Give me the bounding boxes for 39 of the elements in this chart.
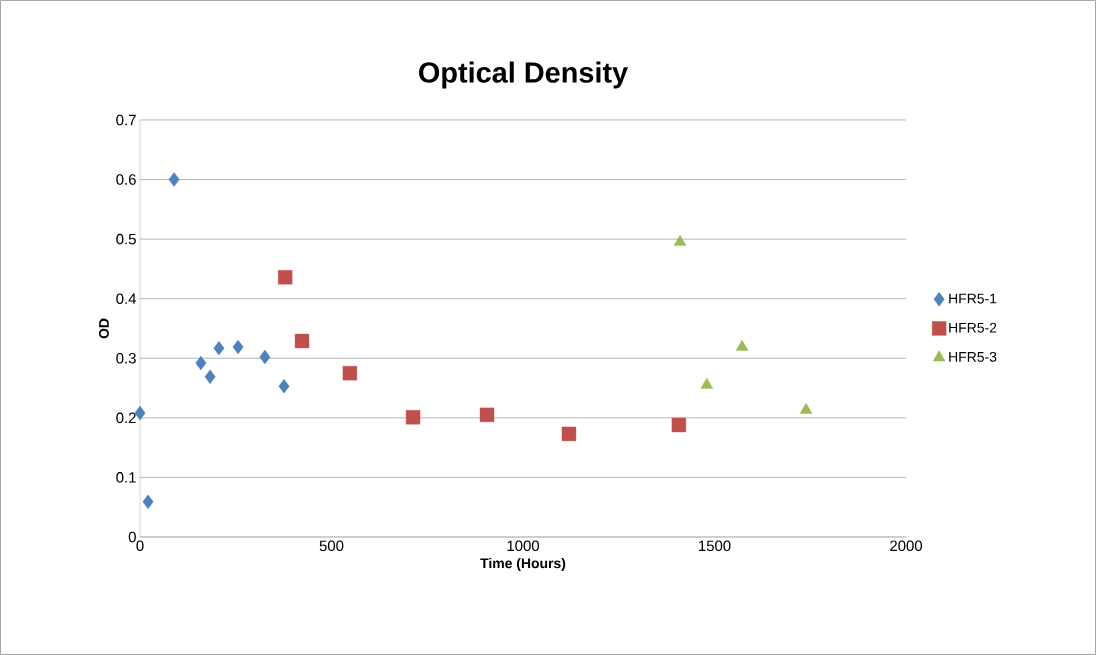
x-tick-label: 2000 <box>890 540 923 552</box>
y-tick-label: 0.6 <box>116 174 136 185</box>
point <box>479 407 495 423</box>
legend-label: HFR5-2 <box>949 322 997 333</box>
point <box>342 365 358 381</box>
legend-label: HFR5-1 <box>949 293 997 304</box>
x-axis-title: Time (Hours) <box>480 557 566 571</box>
point <box>405 410 421 425</box>
y-tick-label: 0.4 <box>116 293 137 304</box>
point <box>213 340 225 356</box>
point <box>294 333 310 349</box>
point <box>168 172 180 187</box>
point <box>673 234 687 246</box>
point <box>204 369 216 384</box>
chart-title: Optical Density <box>419 61 628 89</box>
point <box>700 377 714 389</box>
y-tick-label: 0.5 <box>116 233 136 245</box>
point <box>134 405 146 421</box>
x-tick-label: 500 <box>319 540 344 552</box>
x-tick-label: 1500 <box>699 540 731 552</box>
y-tick-label: 0.3 <box>116 352 136 364</box>
x-tick-label: 0 <box>136 540 144 552</box>
legend-label: HFR5-3 <box>949 351 997 362</box>
point <box>671 417 687 433</box>
y-tick-label: 0.7 <box>116 114 136 126</box>
y-tick-label: 0.2 <box>116 412 136 424</box>
point <box>232 339 244 355</box>
point <box>259 349 271 365</box>
point <box>561 426 577 442</box>
point <box>278 379 290 394</box>
y-tick-label: 0.1 <box>116 472 136 483</box>
y-tick-label: 0 <box>128 531 136 543</box>
point <box>799 402 813 414</box>
point <box>735 339 749 351</box>
y-axis-title: OD <box>98 318 109 339</box>
x-tick-label: 1000 <box>507 540 540 552</box>
point <box>277 270 293 285</box>
point <box>142 494 154 510</box>
point <box>195 355 207 371</box>
